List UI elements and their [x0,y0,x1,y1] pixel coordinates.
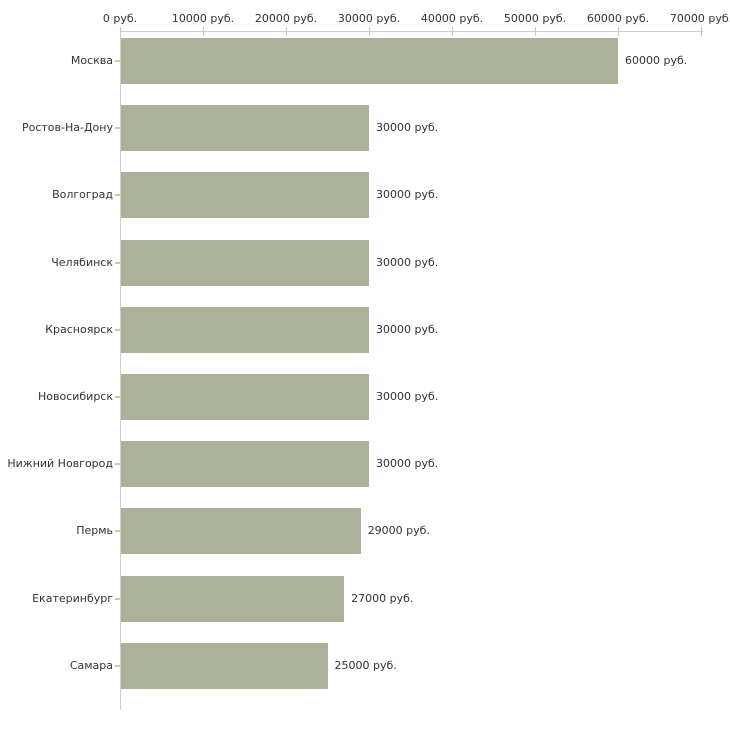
bar-value-label: 30000 руб. [376,457,439,471]
bar [121,172,369,219]
x-axis-tick [286,27,287,36]
bar-value-label: 30000 руб. [376,322,439,336]
x-axis-tick-label: 10000 руб. [171,12,235,25]
x-axis-line [120,31,703,32]
bar-value-label: 30000 руб. [376,390,439,403]
bar [121,642,328,689]
bar [121,38,618,84]
y-axis-tick [115,396,120,398]
y-axis-category-label: Пермь [76,524,113,538]
y-axis-category-label: Екатеринбург [32,591,113,605]
bar [121,441,369,488]
x-axis-tick-label: 60000 руб. [586,12,650,25]
y-axis-tick [115,597,120,600]
x-axis-tick [452,27,453,36]
y-axis-tick [115,194,120,197]
x-axis-tick-label: 50000 руб. [503,12,567,25]
y-axis-tick [115,60,120,62]
x-axis-tick-label: 40000 руб. [420,12,484,25]
x-axis-tick [701,27,702,36]
y-axis-category-label: Самара [69,658,113,672]
bar [121,508,361,555]
y-axis-category-label: Красноярск [45,322,113,336]
y-axis-category-label: Волгоград [52,188,113,202]
x-axis-tick-label: 30000 руб. [337,12,401,25]
x-axis-tick [535,27,536,36]
x-axis-tick [618,27,619,36]
bar [121,575,345,622]
y-axis-category-label: Нижний Новгород [7,457,113,471]
bar-value-label: 60000 руб. [625,54,688,67]
x-axis-tick [120,27,121,36]
bar [121,306,369,353]
x-axis-tick-label: 20000 руб. [254,12,318,25]
bar-value-label: 30000 руб. [376,188,439,202]
y-axis-tick [115,530,120,533]
bar-value-label: 27000 руб. [351,591,414,605]
y-axis-tick [115,463,120,466]
y-axis-tick [115,664,120,667]
y-axis-category-label: Новосибирск [37,390,113,403]
y-axis-tick [115,261,120,264]
bar-value-label: 25000 руб. [334,658,397,672]
y-axis-category-label: Москва [70,54,113,67]
x-axis-tick-label: 70000 руб. [669,12,730,25]
bar-value-label: 29000 руб. [367,524,430,538]
x-axis-tick [369,27,370,36]
x-axis-tick [203,27,204,36]
y-axis-tick [115,328,120,331]
bar-value-label: 30000 руб. [376,255,439,269]
bar [121,239,369,286]
y-axis-category-label: Ростов-На-Дону [21,121,113,135]
bar-value-label: 30000 руб. [376,121,439,135]
x-axis-tick-label: 0 руб. [102,12,138,25]
bar [121,374,369,420]
y-axis-category-label: Челябинск [51,255,113,269]
bar [121,105,369,152]
y-axis-tick [115,127,120,130]
y-axis-line [120,31,121,710]
